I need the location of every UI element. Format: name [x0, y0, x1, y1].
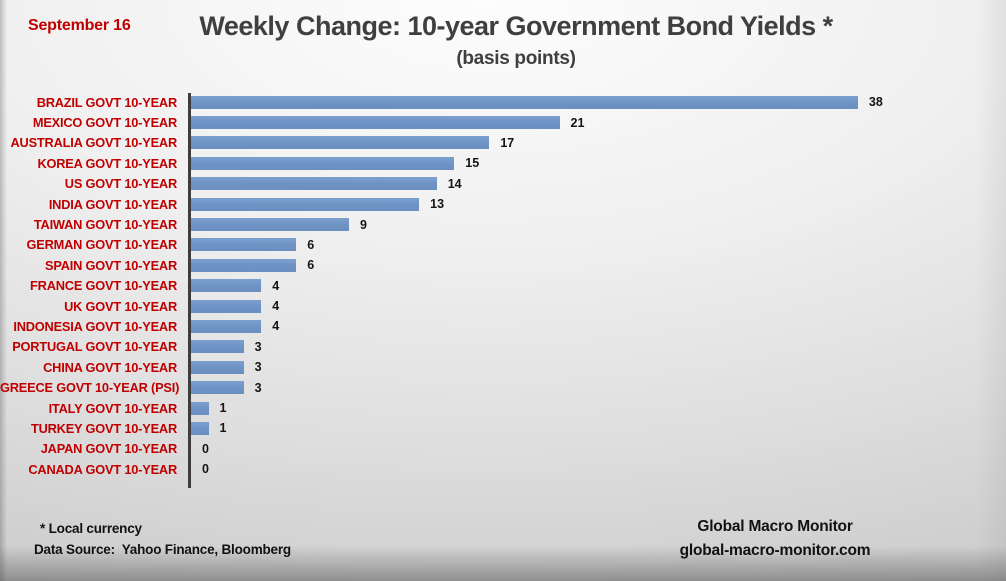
value-label: 1 — [219, 401, 227, 416]
category-label: US GOVT 10-YEAR — [64, 176, 177, 192]
bar — [191, 421, 209, 435]
chart-row: CHINA GOVT 10-YEAR 3 — [0, 357, 1006, 377]
bar — [191, 95, 858, 109]
chart-row: CANADA GOVT 10-YEAR 0 — [0, 459, 1006, 479]
brand-block: Global Macro Monitor global-macro-monito… — [630, 515, 920, 563]
category-label: MEXICO GOVT 10-YEAR — [32, 115, 177, 131]
value-label: 4 — [272, 278, 280, 293]
bar — [191, 218, 349, 232]
bar-chart: BRAZIL GOVT 10-YEAR 38 MEXICO GOVT 10-YEAR… — [0, 92, 1006, 490]
bar — [191, 258, 297, 272]
bar — [191, 360, 244, 374]
chart-row: FRANCE GOVT 10-YEAR 4 — [0, 276, 1006, 296]
category-label: CANADA GOVT 10-YEAR — [28, 461, 177, 477]
category-label: TURKEY GOVT 10-YEAR — [30, 420, 177, 436]
value-label: 3 — [254, 360, 262, 375]
value-label: 4 — [272, 319, 280, 334]
chart-row: MEXICO GOVT 10-YEAR 21 — [0, 112, 1006, 132]
chart-row: AUSTRALIA GOVT 10-YEAR 17 — [0, 133, 1006, 153]
category-label: CHINA GOVT 10-YEAR — [43, 359, 177, 375]
value-label: 21 — [570, 115, 585, 130]
chart-title: Weekly Change: 10-year Government Bond Y… — [199, 11, 833, 41]
bar — [191, 381, 244, 395]
footnote-source: Data Source: Yahoo Finance, Bloomberg — [34, 542, 291, 557]
category-label: PORTUGAL GOVT 10-YEAR — [12, 339, 177, 355]
value-label: 0 — [202, 462, 209, 477]
category-label: ITALY GOVT 10-YEAR — [48, 400, 178, 416]
chart-row: KOREA GOVT 10-YEAR 15 — [0, 153, 1006, 173]
brand-url: global-macro-monitor.com — [679, 542, 871, 559]
footnotes: * Local currency Data Source: Yahoo Fina… — [34, 518, 291, 560]
bar — [191, 156, 455, 170]
chart-row: GERMAN GOVT 10-YEAR 6 — [0, 235, 1006, 255]
value-label: 13 — [430, 197, 445, 212]
category-label: GERMAN GOVT 10-YEAR — [26, 237, 178, 253]
bar — [191, 177, 437, 191]
category-label: JAPAN GOVT 10-YEAR — [40, 441, 177, 457]
chart-row: ITALY GOVT 10-YEAR 1 — [0, 398, 1006, 418]
chart-row: GREECE GOVT 10-YEAR (PSI) 3 — [0, 377, 1006, 397]
chart-row: UK GOVT 10-YEAR 4 — [0, 296, 1006, 316]
value-label: 15 — [465, 156, 480, 171]
bar — [191, 340, 244, 354]
category-label: AUSTRALIA GOVT 10-YEAR — [10, 135, 178, 151]
value-label: 9 — [359, 217, 367, 232]
chart-row: JAPAN GOVT 10-YEAR 0 — [0, 439, 1006, 459]
value-label: 3 — [254, 380, 262, 395]
category-label: UK GOVT 10-YEAR — [64, 298, 177, 314]
value-label: 1 — [219, 421, 227, 436]
bar — [191, 116, 560, 130]
bar-rows: BRAZIL GOVT 10-YEAR 38 MEXICO GOVT 10-YEAR… — [0, 92, 1006, 479]
chart-row: SPAIN GOVT 10-YEAR 6 — [0, 255, 1006, 275]
category-label: TAIWAN GOVT 10-YEAR — [33, 217, 177, 233]
chart-row: TURKEY GOVT 10-YEAR 1 — [0, 418, 1006, 438]
value-label: 4 — [272, 299, 280, 314]
chart-row: BRAZIL GOVT 10-YEAR 38 — [0, 92, 1006, 112]
bar — [191, 238, 297, 252]
date-label: September 16 — [28, 17, 131, 34]
value-label: 6 — [307, 258, 315, 273]
value-label: 6 — [307, 237, 315, 252]
value-label: 38 — [868, 95, 883, 110]
chart-subtitle: (basis points) — [456, 48, 576, 69]
chart-row: PORTUGAL GOVT 10-YEAR 3 — [0, 337, 1006, 357]
chart-row: INDIA GOVT 10-YEAR 13 — [0, 194, 1006, 214]
category-label: SPAIN GOVT 10-YEAR — [45, 257, 177, 273]
bar — [191, 279, 262, 293]
category-label: KOREA GOVT 10-YEAR — [37, 155, 177, 171]
chart-row: INDONESIA GOVT 10-YEAR 4 — [0, 316, 1006, 336]
bar — [191, 319, 262, 333]
value-label: 14 — [447, 176, 462, 191]
chart-row: US GOVT 10-YEAR 14 — [0, 174, 1006, 194]
value-label: 3 — [254, 339, 262, 354]
value-label: 0 — [202, 441, 209, 456]
chart-row: TAIWAN GOVT 10-YEAR 9 — [0, 214, 1006, 234]
value-label: 17 — [500, 135, 515, 150]
category-label: GREECE GOVT 10-YEAR (PSI) — [0, 380, 180, 396]
brand-name: Global Macro Monitor — [697, 518, 853, 535]
bar — [191, 299, 262, 313]
category-label: INDIA GOVT 10-YEAR — [48, 196, 177, 212]
category-label: INDONESIA GOVT 10-YEAR — [13, 318, 177, 334]
bar — [191, 197, 420, 211]
category-label: FRANCE GOVT 10-YEAR — [30, 278, 177, 294]
category-label: BRAZIL GOVT 10-YEAR — [36, 94, 178, 110]
bar — [191, 136, 490, 150]
footnote-currency: * Local currency — [40, 521, 142, 536]
bar — [191, 401, 209, 415]
y-axis-line — [188, 93, 191, 488]
